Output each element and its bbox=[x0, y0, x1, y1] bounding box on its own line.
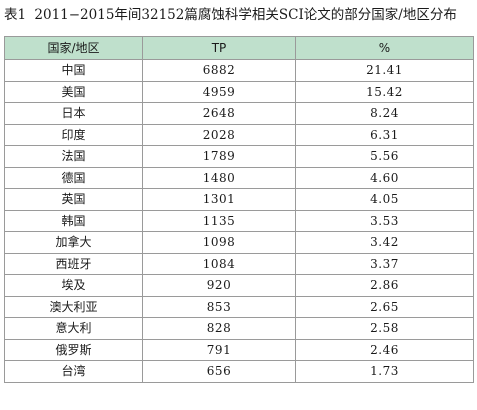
table-row: 台湾 656 1.73 bbox=[4, 360, 474, 383]
tp-cell: 853 bbox=[142, 295, 296, 318]
percent-cell: 5.56 bbox=[295, 145, 474, 168]
percent-cell: 2.46 bbox=[295, 338, 474, 361]
tp-cell: 6882 bbox=[142, 59, 296, 82]
tp-cell: 1480 bbox=[142, 166, 296, 189]
percent-cell: 21.41 bbox=[295, 59, 474, 82]
percent-cell: 2.58 bbox=[295, 317, 474, 340]
column-header-country: 国家/地区 bbox=[4, 36, 143, 60]
tp-cell: 2028 bbox=[142, 123, 296, 146]
country-cell: 法国 bbox=[4, 145, 143, 168]
table-body: 中国 6882 21.41 美国 4959 15.42 日本 2648 8.24 印度 2028 6.… bbox=[4, 59, 474, 383]
table-row: 意大利 828 2.58 bbox=[4, 317, 474, 340]
table-row: 加拿大 1098 3.42 bbox=[4, 231, 474, 254]
percent-cell: 4.05 bbox=[295, 188, 474, 211]
country-cell: 西班牙 bbox=[4, 252, 143, 275]
table-row: 埃及 920 2.86 bbox=[4, 274, 474, 297]
tp-cell: 1301 bbox=[142, 188, 296, 211]
table-number: 表1 bbox=[4, 7, 27, 23]
percent-cell: 3.53 bbox=[295, 209, 474, 232]
percent-cell: 4.60 bbox=[295, 166, 474, 189]
table-row: 英国 1301 4.05 bbox=[4, 188, 474, 211]
country-distribution-table: 国家/地区 TP % 中国 6882 21.41 美国 4959 15.42 日本 2648 8… bbox=[4, 36, 474, 383]
table-row: 法国 1789 5.56 bbox=[4, 145, 474, 168]
table-row: 韩国 1135 3.53 bbox=[4, 209, 474, 232]
table-header: 国家/地区 TP % bbox=[4, 36, 474, 60]
tp-cell: 2648 bbox=[142, 102, 296, 125]
tp-cell: 1135 bbox=[142, 209, 296, 232]
percent-cell: 3.37 bbox=[295, 252, 474, 275]
country-cell: 加拿大 bbox=[4, 231, 143, 254]
tp-cell: 1084 bbox=[142, 252, 296, 275]
country-cell: 澳大利亚 bbox=[4, 295, 143, 318]
percent-cell: 1.73 bbox=[295, 360, 474, 383]
percent-cell: 2.65 bbox=[295, 295, 474, 318]
column-header-percent: % bbox=[295, 36, 474, 60]
table-row: 西班牙 1084 3.37 bbox=[4, 252, 474, 275]
country-cell: 意大利 bbox=[4, 317, 143, 340]
tp-cell: 4959 bbox=[142, 80, 296, 103]
country-cell: 英国 bbox=[4, 188, 143, 211]
tp-cell: 920 bbox=[142, 274, 296, 297]
tp-cell: 656 bbox=[142, 360, 296, 383]
table-row: 日本 2648 8.24 bbox=[4, 102, 474, 125]
percent-cell: 2.86 bbox=[295, 274, 474, 297]
table-title: 2011−2015年间32152篇腐蚀科学相关SCI论文的部分国家/地区分布 bbox=[34, 7, 457, 23]
country-cell: 日本 bbox=[4, 102, 143, 125]
country-cell: 俄罗斯 bbox=[4, 338, 143, 361]
percent-cell: 15.42 bbox=[295, 80, 474, 103]
table-row: 德国 1480 4.60 bbox=[4, 166, 474, 189]
percent-cell: 8.24 bbox=[295, 102, 474, 125]
country-cell: 德国 bbox=[4, 166, 143, 189]
table-row: 中国 6882 21.41 bbox=[4, 59, 474, 82]
table-caption: 表1 2011−2015年间32152篇腐蚀科学相关SCI论文的部分国家/地区分… bbox=[4, 5, 474, 25]
tp-cell: 828 bbox=[142, 317, 296, 340]
country-cell: 印度 bbox=[4, 123, 143, 146]
table-row: 美国 4959 15.42 bbox=[4, 80, 474, 103]
country-cell: 埃及 bbox=[4, 274, 143, 297]
percent-cell: 6.31 bbox=[295, 123, 474, 146]
table-row: 印度 2028 6.31 bbox=[4, 123, 474, 146]
tp-cell: 791 bbox=[142, 338, 296, 361]
country-cell: 韩国 bbox=[4, 209, 143, 232]
country-cell: 台湾 bbox=[4, 360, 143, 383]
country-cell: 美国 bbox=[4, 80, 143, 103]
tp-cell: 1098 bbox=[142, 231, 296, 254]
table-row: 澳大利亚 853 2.65 bbox=[4, 295, 474, 318]
column-header-tp: TP bbox=[142, 36, 296, 60]
percent-cell: 3.42 bbox=[295, 231, 474, 254]
header-row: 国家/地区 TP % bbox=[4, 36, 474, 60]
tp-cell: 1789 bbox=[142, 145, 296, 168]
country-cell: 中国 bbox=[4, 59, 143, 82]
table-row: 俄罗斯 791 2.46 bbox=[4, 338, 474, 361]
